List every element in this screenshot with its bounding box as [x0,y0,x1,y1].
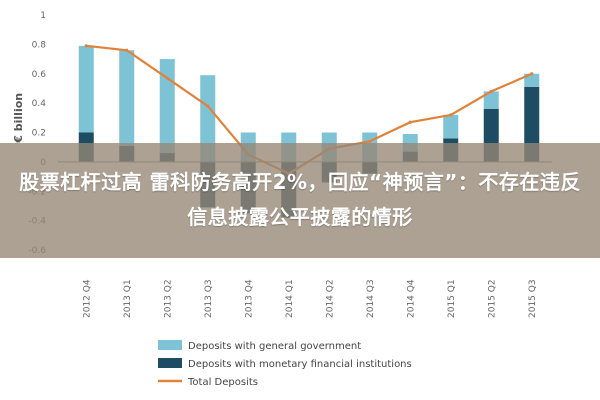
bar-government [159,59,175,154]
x-tick-label: 2014 Q1 [285,279,295,318]
point-total-deposits [125,48,129,52]
headline-title: 股票杠杆过高 雷科防务高开2%，回应“神预言”：不存在违反信息披露公平披露的情形 [19,170,581,229]
x-tick-label: 2015 Q3 [528,279,538,318]
point-total-deposits [165,76,169,80]
headline-overlay: 股票杠杆过高 雷科防务高开2%，回应“神预言”：不存在违反信息披露公平披露的情形 [0,143,600,258]
point-total-deposits [530,72,534,76]
x-tick-label: 2014 Q2 [325,279,335,318]
bar-government [78,45,94,133]
bar-government [119,50,135,146]
y-axis-label: € billion [12,93,25,144]
legend-swatch [158,358,182,368]
point-total-deposits [449,113,453,117]
bar-government [524,73,540,87]
y-tick-label: 1 [40,11,46,21]
legend-label: Deposits with general government [188,341,361,352]
bar-government [483,91,499,109]
x-tick-label: 2014 Q4 [406,279,416,318]
legend-swatch [158,340,182,350]
x-tick-label: 2012 Q4 [82,279,92,318]
point-total-deposits [408,120,412,124]
x-tick-label: 2015 Q2 [487,279,497,318]
y-tick-label: 0.8 [32,40,47,50]
legend-label: Deposits with monetary financial institu… [188,359,412,370]
x-tick-label: 2013 Q1 [123,279,133,318]
legend-label: Total Deposits [187,377,258,388]
y-tick-label: 0.6 [32,70,47,80]
x-tick-label: 2013 Q3 [204,279,214,318]
point-total-deposits [368,139,372,143]
point-total-deposits [489,89,493,93]
x-tick-label: 2015 Q1 [447,279,457,318]
point-total-deposits [84,44,88,48]
x-tick-label: 2014 Q3 [366,279,376,318]
bar-government [443,114,459,139]
y-tick-label: 0.2 [32,129,46,139]
x-tick-label: 2013 Q2 [163,279,173,318]
bar-government [200,75,216,162]
y-tick-label: 0.4 [32,99,47,109]
point-total-deposits [206,104,210,108]
x-tick-label: 2013 Q4 [244,279,254,318]
